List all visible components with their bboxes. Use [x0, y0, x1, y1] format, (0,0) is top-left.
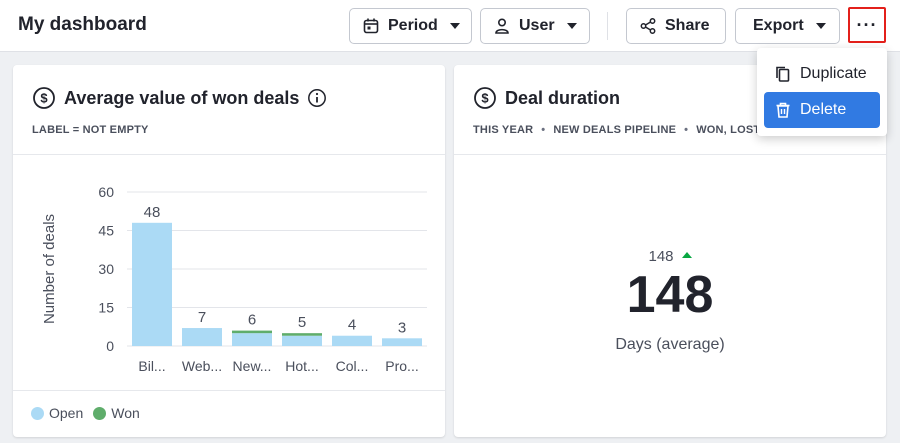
- card-header: $ Deal duration THIS YEAR • NEW DEALS PI…: [454, 65, 886, 155]
- x-tick-label: Hot...: [285, 358, 318, 374]
- y-tick-label: 0: [106, 338, 114, 354]
- bar-won: [282, 333, 322, 336]
- filter-label: LABEL = NOT EMPTY: [32, 124, 149, 136]
- x-tick-label: New...: [233, 358, 272, 374]
- legend-item-won[interactable]: Won: [93, 405, 140, 421]
- svg-text:$: $: [40, 91, 48, 106]
- card-title: $ Deal duration: [473, 86, 620, 110]
- card-title: $ Average value of won deals: [32, 86, 327, 110]
- user-button[interactable]: User: [480, 8, 590, 44]
- bar-open: [232, 333, 272, 346]
- card-title-text: Deal duration: [505, 87, 621, 108]
- share-icon: [640, 18, 656, 34]
- kpi-previous: 148: [454, 248, 886, 265]
- legend-swatch-open: [31, 406, 44, 420]
- dollar-circle-icon: $: [33, 87, 55, 109]
- user-icon: [495, 18, 509, 34]
- filter-status: WON, LOST: [696, 124, 761, 136]
- data-label: 48: [144, 204, 161, 221]
- filter-separator: •: [684, 124, 689, 136]
- more-icon: ···: [856, 14, 878, 35]
- data-label: 3: [398, 319, 406, 336]
- data-label: 4: [348, 317, 356, 334]
- menu-item-duplicate[interactable]: Duplicate: [764, 56, 880, 92]
- trash-icon: [776, 102, 790, 118]
- period-button[interactable]: Period: [349, 8, 472, 44]
- more-options-menu: Duplicate Delete: [757, 48, 887, 136]
- filter-period: THIS YEAR: [473, 124, 534, 136]
- bar-open: [332, 335, 372, 346]
- export-button[interactable]: Export: [735, 8, 840, 44]
- calendar-icon: [363, 18, 379, 34]
- kpi-label: Days (average): [615, 336, 725, 353]
- dashboard-header: My dashboard Period User Share: [0, 0, 900, 52]
- chevron-down-icon: [566, 23, 577, 29]
- period-label: Period: [388, 17, 438, 34]
- menu-item-label: Delete: [800, 101, 847, 118]
- bar-won: [232, 330, 272, 334]
- bar-open: [382, 338, 422, 346]
- trend-up-icon: [681, 252, 692, 258]
- legend-label-open: Open: [49, 405, 84, 421]
- bar-open: [132, 222, 172, 346]
- x-tick-label: Col...: [336, 358, 369, 374]
- more-options-button[interactable]: ···: [848, 7, 886, 43]
- y-tick-label: 60: [98, 184, 114, 200]
- y-tick-label: 15: [98, 300, 114, 316]
- data-label: 7: [198, 309, 206, 326]
- y-tick-label: 45: [98, 223, 114, 239]
- kpi-value: 148: [626, 266, 714, 324]
- menu-item-label: Duplicate: [800, 65, 867, 82]
- y-tick-label: 30: [98, 261, 114, 277]
- bar-open: [182, 328, 222, 346]
- data-label: 5: [298, 314, 306, 331]
- export-label: Export: [753, 17, 804, 34]
- data-label: 6: [248, 312, 256, 329]
- chart-legend: Open Won: [31, 405, 140, 421]
- card-filters: LABEL = NOT EMPTY: [32, 124, 149, 136]
- copy-icon: [776, 66, 790, 82]
- page-title: My dashboard: [18, 14, 147, 35]
- legend-item-open[interactable]: Open: [31, 405, 83, 421]
- filter-separator: •: [541, 124, 546, 136]
- card-filters: THIS YEAR • NEW DEALS PIPELINE • WON, LO…: [473, 124, 760, 136]
- chevron-down-icon: [449, 23, 460, 29]
- chevron-down-icon: [815, 23, 826, 29]
- kpi-previous-value: 148: [648, 248, 674, 265]
- dollar-circle-icon: $: [474, 87, 496, 109]
- share-label: Share: [665, 17, 710, 34]
- info-icon[interactable]: [307, 88, 327, 108]
- average-won-deals-card: $ Average value of won deals LABEL = NOT…: [13, 65, 445, 437]
- header-divider: [607, 12, 608, 40]
- share-button[interactable]: Share: [626, 8, 726, 44]
- filter-pipeline: NEW DEALS PIPELINE: [553, 124, 677, 136]
- x-tick-label: Web...: [182, 358, 222, 374]
- y-axis-label: Number of deals: [41, 214, 58, 324]
- card-title-text: Average value of won deals: [64, 87, 300, 108]
- x-tick-label: Pro...: [385, 358, 418, 374]
- card-header: $ Average value of won deals LABEL = NOT…: [13, 65, 445, 155]
- legend-swatch-won: [93, 406, 107, 420]
- menu-item-delete[interactable]: Delete: [764, 92, 880, 128]
- user-label: User: [519, 17, 555, 34]
- x-tick-label: Bil...: [138, 358, 165, 374]
- legend-divider: [13, 390, 445, 391]
- legend-label-won: Won: [111, 405, 140, 421]
- bar-open: [282, 335, 322, 346]
- svg-text:$: $: [481, 91, 489, 106]
